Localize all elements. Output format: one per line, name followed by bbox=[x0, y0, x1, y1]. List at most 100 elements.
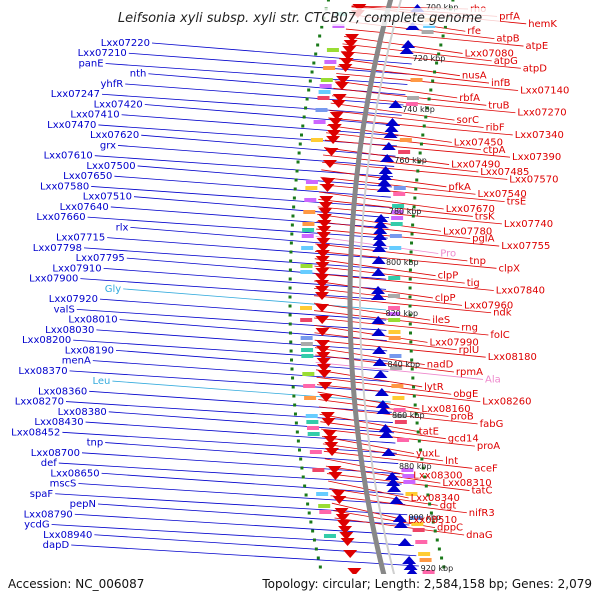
gene-label[interactable]: Lxx07390 bbox=[512, 152, 561, 163]
gene-label[interactable]: Lxx07580 bbox=[40, 181, 89, 192]
gene-label[interactable]: panE bbox=[78, 58, 103, 69]
gene-label[interactable]: hemK bbox=[528, 19, 557, 30]
gene-label[interactable]: rng bbox=[461, 323, 478, 334]
gene-label[interactable]: nth bbox=[130, 69, 147, 80]
gene-label[interactable]: menA bbox=[62, 356, 91, 367]
gene-label[interactable]: tig bbox=[467, 278, 480, 289]
gene-label[interactable]: Lxx07420 bbox=[94, 99, 143, 110]
gene-label[interactable]: Lxx08370 bbox=[18, 366, 67, 377]
gene-label[interactable]: rpmA bbox=[456, 367, 483, 378]
gene-label[interactable]: nusA bbox=[462, 71, 487, 82]
gene-label[interactable]: rfe bbox=[467, 26, 481, 37]
gene-label[interactable]: dgt bbox=[440, 500, 457, 511]
gene-label[interactable]: pfkA bbox=[448, 182, 471, 193]
gene-label[interactable]: tatE bbox=[419, 426, 439, 437]
gene-label[interactable]: Lxx07540 bbox=[478, 189, 527, 200]
gene-label[interactable]: rlx bbox=[116, 222, 129, 233]
gene-label[interactable]: Lxx08010 bbox=[68, 315, 117, 326]
gene-label[interactable]: Lxx08790 bbox=[24, 509, 73, 520]
gene-label[interactable]: trsK bbox=[475, 211, 495, 222]
gene-label[interactable]: Lxx08300 bbox=[413, 471, 462, 482]
gene-label[interactable]: Lxx07220 bbox=[101, 38, 150, 49]
gene-label[interactable]: dapD bbox=[43, 540, 70, 551]
gene-label[interactable]: Lxx08510 bbox=[408, 515, 457, 526]
gene-label[interactable]: clpP bbox=[438, 271, 459, 282]
gene-label[interactable]: Lxx07410 bbox=[70, 110, 119, 121]
gene-label[interactable]: Lxx08030 bbox=[45, 325, 94, 336]
gene-label[interactable]: Lxx07740 bbox=[504, 219, 553, 230]
gene-label[interactable]: Lxx08340 bbox=[411, 493, 460, 504]
gene-label[interactable]: Lxx08310 bbox=[442, 478, 491, 489]
gene-label[interactable]: tnp bbox=[469, 256, 486, 267]
gene-label[interactable]: yhfR bbox=[100, 79, 123, 90]
gene-label[interactable]: yuxL bbox=[416, 449, 440, 460]
gene-label[interactable]: Lxx07340 bbox=[515, 130, 564, 141]
gene-label[interactable]: clpP bbox=[435, 293, 456, 304]
gene-label[interactable]: proB bbox=[451, 411, 474, 422]
gene-label[interactable]: dppC bbox=[437, 523, 463, 534]
gene-label[interactable]: Lxx08430 bbox=[34, 417, 83, 428]
gene-label[interactable]: Lxx08360 bbox=[38, 386, 87, 397]
gene-label[interactable]: grx bbox=[100, 140, 116, 151]
gene-label[interactable]: Lxx07450 bbox=[454, 137, 503, 148]
gene-label[interactable]: nadD bbox=[427, 360, 454, 371]
gene-label[interactable]: rplU bbox=[459, 345, 480, 356]
gene-label[interactable]: Gly bbox=[105, 284, 122, 295]
gene-label[interactable]: Lxx07510 bbox=[83, 192, 132, 203]
gene-label[interactable]: obgE bbox=[453, 389, 478, 400]
gene-label[interactable]: rbfA bbox=[459, 93, 480, 104]
gene-label[interactable]: gcd14 bbox=[448, 434, 479, 445]
gene-label[interactable]: Lxx07715 bbox=[56, 233, 105, 244]
gene-label[interactable]: pepN bbox=[70, 499, 96, 510]
gene-label[interactable]: Lxx07210 bbox=[78, 48, 127, 59]
gene-label[interactable]: Lxx08380 bbox=[58, 407, 107, 418]
gene-label[interactable]: ctpA bbox=[483, 145, 506, 156]
gene-label[interactable]: valS bbox=[54, 304, 75, 315]
gene-label[interactable]: ycdG bbox=[24, 520, 50, 531]
gene-label[interactable]: spaF bbox=[30, 489, 54, 500]
gene-label[interactable]: prfA bbox=[499, 11, 520, 22]
gene-label[interactable]: Lxx07270 bbox=[517, 108, 566, 119]
gene-label[interactable]: Lxx07798 bbox=[33, 243, 82, 254]
gene-label[interactable]: proA bbox=[477, 441, 500, 452]
gene-label[interactable]: Lxx07610 bbox=[44, 151, 93, 162]
gene-label[interactable]: Lxx07840 bbox=[496, 286, 545, 297]
gene-label[interactable]: tnp bbox=[87, 438, 104, 449]
gene-label[interactable]: lytR bbox=[424, 382, 444, 393]
gene-label[interactable]: Pro bbox=[440, 248, 456, 259]
gene-label[interactable]: Lxx07247 bbox=[51, 89, 100, 100]
gene-label[interactable]: nifR3 bbox=[469, 508, 495, 519]
gene-label[interactable]: Lxx07570 bbox=[509, 174, 558, 185]
gene-label[interactable]: lnt bbox=[445, 456, 458, 467]
gene-label[interactable]: Lxx07960 bbox=[464, 300, 513, 311]
gene-label[interactable]: fabG bbox=[480, 419, 504, 430]
gene-label[interactable]: Lxx07900 bbox=[29, 274, 78, 285]
gene-label[interactable]: Lxx07640 bbox=[60, 202, 109, 213]
gene-label[interactable]: tatC bbox=[472, 486, 493, 497]
gene-label[interactable]: atpE bbox=[526, 41, 549, 52]
gene-label[interactable]: ndk bbox=[493, 308, 512, 319]
gene-label[interactable]: Lxx08200 bbox=[22, 335, 71, 346]
gene-label[interactable]: Lxx08190 bbox=[65, 345, 114, 356]
gene-label[interactable]: sorC bbox=[457, 115, 479, 126]
gene-label[interactable]: Lxx08260 bbox=[482, 397, 531, 408]
gene-label[interactable]: Lxx07920 bbox=[49, 294, 98, 305]
gene-label[interactable]: Leu bbox=[93, 376, 111, 387]
gene-label[interactable]: Lxx07650 bbox=[63, 171, 112, 182]
gene-label[interactable]: atpD bbox=[523, 63, 547, 74]
gene-label[interactable]: ileS bbox=[432, 315, 450, 326]
gene-label[interactable]: dnaG bbox=[466, 530, 493, 541]
gene-label[interactable]: clpX bbox=[499, 263, 521, 274]
gene-label[interactable]: Lxx07490 bbox=[451, 160, 500, 171]
gene-label[interactable]: pglA bbox=[472, 234, 494, 245]
gene-label[interactable]: Lxx07795 bbox=[76, 253, 125, 264]
gene-label[interactable]: Lxx07910 bbox=[52, 263, 101, 274]
gene-label[interactable]: Lxx07500 bbox=[86, 161, 135, 172]
gene-label[interactable]: trsE bbox=[507, 197, 527, 208]
gene-label[interactable]: folC bbox=[490, 330, 509, 341]
gene-label[interactable]: def bbox=[41, 458, 58, 469]
gene-label[interactable]: ribF bbox=[486, 123, 505, 134]
gene-label[interactable]: Lxx07670 bbox=[446, 204, 495, 215]
gene-label[interactable]: atpB bbox=[496, 34, 519, 45]
gene-label[interactable]: Lxx07140 bbox=[520, 85, 569, 96]
